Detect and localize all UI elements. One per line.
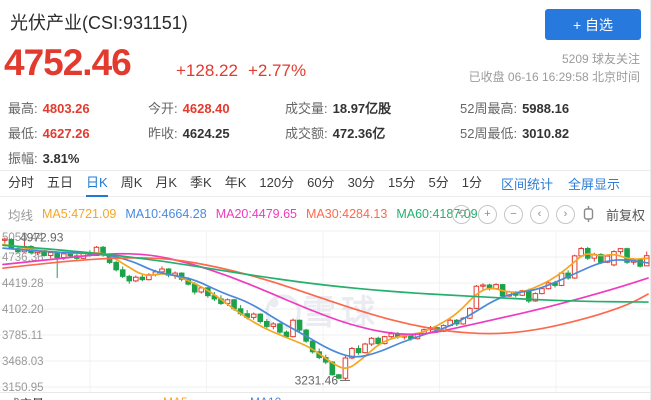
stat-open: 今开: 4628.40 bbox=[148, 101, 230, 116]
ma-legend-row: 均线 MA5:4721.09 MA10:4664.28 MA20:4479.65… bbox=[0, 204, 478, 224]
svg-text:3150.95: 3150.95 bbox=[2, 382, 44, 394]
follow-button[interactable]: + 自选 bbox=[545, 9, 641, 40]
stats-col-2: 今开: 4628.40 昨收: 4624.25 bbox=[148, 96, 230, 146]
tab-monthly-k[interactable]: 月K bbox=[155, 175, 178, 190]
stat-prev-close: 昨收: 4624.25 bbox=[148, 126, 230, 141]
chart-tools: 区间统计 全屏显示 bbox=[501, 171, 620, 198]
tab-120min[interactable]: 120分 bbox=[259, 175, 295, 190]
tab-weekly-k[interactable]: 周K bbox=[120, 175, 143, 190]
ma10-legend: MA10:4664.28 bbox=[125, 207, 207, 221]
candlestick-chart[interactable]: 5053.444736.364419.284102.203785.113468.… bbox=[0, 224, 651, 396]
tab-1min[interactable]: 1分 bbox=[461, 175, 482, 190]
stats-col-4: 52周最高: 5988.16 52周最低: 3010.82 bbox=[460, 96, 569, 146]
svg-text:4736.36: 4736.36 bbox=[2, 252, 44, 264]
market-status: 已收盘 06-16 16:29:58 北京时间 bbox=[468, 70, 640, 84]
tab-daily-k[interactable]: 日K bbox=[86, 170, 108, 197]
adjust-mode-button[interactable]: 前复权 bbox=[605, 207, 645, 223]
volume-label: 成交量 bbox=[8, 395, 44, 400]
page-title: 光伏产业(CSI:931151) bbox=[10, 13, 188, 33]
stat-amplitude: 振幅: 3.81% bbox=[8, 151, 80, 166]
tab-minute[interactable]: 分时 bbox=[8, 175, 35, 190]
period-tab-bar: 分时 五日 日K 周K 月K 季K 年K 120分 60分 30分 15分 5分… bbox=[0, 170, 650, 197]
candle-style-icon[interactable] bbox=[582, 206, 595, 222]
price-change: +128.22 bbox=[176, 61, 238, 80]
svg-text:4972.93: 4972.93 bbox=[20, 231, 64, 245]
tab-5day[interactable]: 五日 bbox=[47, 175, 74, 190]
chart-toolbar: ⟲ + − ‹ › 前复权 bbox=[451, 204, 645, 224]
svg-text:3468.03: 3468.03 bbox=[2, 356, 44, 368]
ma-legend-title: 均线 bbox=[8, 208, 34, 223]
zoom-out-icon[interactable]: − bbox=[503, 204, 523, 224]
price-change-percent: +2.77% bbox=[247, 61, 307, 80]
volume-ma10-label: MA10 bbox=[250, 395, 281, 400]
svg-text:3785.11: 3785.11 bbox=[2, 330, 43, 342]
follower-count: 5209 球友关注 bbox=[561, 52, 640, 66]
svg-text:4419.28: 4419.28 bbox=[2, 278, 44, 290]
svg-text:雪球: 雪球 bbox=[302, 294, 380, 332]
tab-5min[interactable]: 5分 bbox=[428, 175, 449, 190]
tab-15min[interactable]: 15分 bbox=[388, 175, 416, 190]
interval-stats-link[interactable]: 区间统计 bbox=[500, 177, 553, 192]
stat-turnover: 成交额: 472.36亿 bbox=[285, 126, 386, 141]
stat-high: 最高: 4803.26 bbox=[8, 101, 90, 116]
stat-low: 最低: 4627.26 bbox=[8, 126, 90, 141]
tab-quarterly-k[interactable]: 季K bbox=[190, 175, 212, 190]
price-change-group: +128.22 +2.77% bbox=[176, 61, 306, 81]
zoom-in-icon[interactable]: + bbox=[477, 204, 497, 224]
tab-30min[interactable]: 30分 bbox=[347, 175, 376, 190]
ma30-legend: MA30:4284.13 bbox=[306, 207, 388, 221]
pan-left-icon[interactable]: ‹ bbox=[529, 204, 549, 224]
tab-yearly-k[interactable]: 年K bbox=[224, 175, 247, 190]
ma5-legend: MA5:4721.09 bbox=[42, 207, 117, 221]
stat-52w-high: 52周最高: 5988.16 bbox=[460, 101, 570, 116]
pan-right-icon[interactable]: › bbox=[555, 204, 575, 224]
ma20-legend: MA20:4479.65 bbox=[215, 207, 297, 221]
stats-col-1: 最高: 4803.26 最低: 4627.26 振幅: 3.81% bbox=[8, 96, 90, 171]
reset-zoom-icon[interactable]: ⟲ bbox=[451, 204, 471, 224]
stat-volume: 成交量: 18.97亿股 bbox=[285, 101, 392, 116]
svg-text:3231.46: 3231.46 bbox=[295, 373, 339, 387]
stats-col-3: 成交量: 18.97亿股 成交额: 472.36亿 bbox=[285, 96, 391, 146]
svg-text:4102.20: 4102.20 bbox=[2, 304, 44, 316]
fullscreen-link[interactable]: 全屏显示 bbox=[567, 177, 620, 192]
volume-ma5-label: MA5 bbox=[163, 395, 188, 400]
stat-52w-low: 52周最低: 3010.82 bbox=[460, 126, 570, 141]
tab-60min[interactable]: 60分 bbox=[307, 175, 335, 190]
current-price: 4752.46 bbox=[4, 42, 132, 83]
